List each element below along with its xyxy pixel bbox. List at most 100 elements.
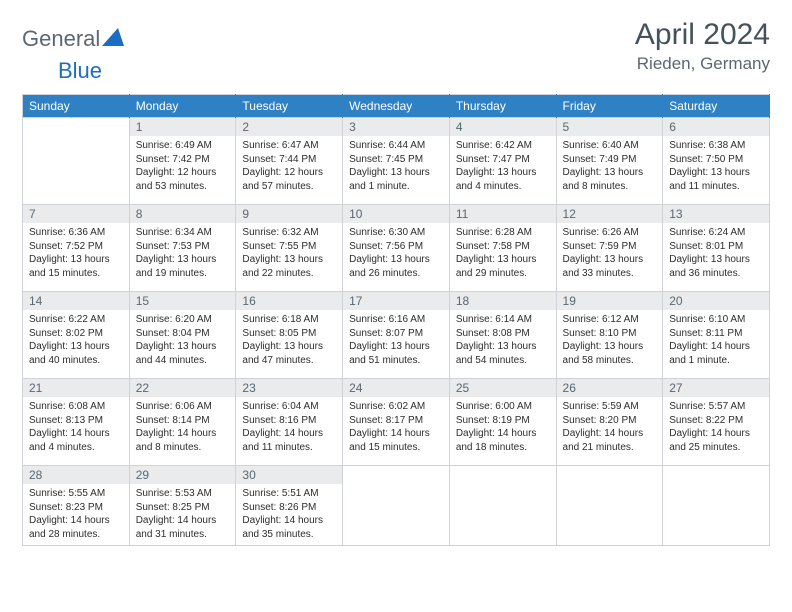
- sunset-line: Sunset: 8:22 PM: [669, 414, 763, 428]
- day-details: Sunrise: 6:30 AMSunset: 7:56 PMDaylight:…: [343, 223, 449, 284]
- day-number: 27: [663, 379, 769, 397]
- sunrise-line: Sunrise: 6:16 AM: [349, 313, 443, 327]
- day-details: Sunrise: 6:10 AMSunset: 8:11 PMDaylight:…: [663, 310, 769, 371]
- daylight-line: Daylight: 13 hours and 47 minutes.: [242, 340, 336, 367]
- day-details: Sunrise: 6:47 AMSunset: 7:44 PMDaylight:…: [236, 136, 342, 197]
- calendar-cell: 16Sunrise: 6:18 AMSunset: 8:05 PMDayligh…: [236, 292, 343, 379]
- daylight-line: Daylight: 14 hours and 28 minutes.: [29, 514, 123, 541]
- sunset-line: Sunset: 8:20 PM: [563, 414, 657, 428]
- sunrise-line: Sunrise: 6:44 AM: [349, 139, 443, 153]
- sunset-line: Sunset: 8:08 PM: [456, 327, 550, 341]
- day-number: 8: [130, 205, 236, 223]
- daylight-line: Daylight: 13 hours and 22 minutes.: [242, 253, 336, 280]
- month-title: April 2024: [635, 18, 770, 52]
- calendar-row: 28Sunrise: 5:55 AMSunset: 8:23 PMDayligh…: [23, 466, 770, 546]
- sunrise-line: Sunrise: 6:14 AM: [456, 313, 550, 327]
- sunrise-line: Sunrise: 5:51 AM: [242, 487, 336, 501]
- sunrise-line: Sunrise: 6:02 AM: [349, 400, 443, 414]
- day-details: Sunrise: 6:12 AMSunset: 8:10 PMDaylight:…: [557, 310, 663, 371]
- day-number: 26: [557, 379, 663, 397]
- daylight-line: Daylight: 14 hours and 25 minutes.: [669, 427, 763, 454]
- calendar-cell: 17Sunrise: 6:16 AMSunset: 8:07 PMDayligh…: [343, 292, 450, 379]
- day-details: Sunrise: 6:36 AMSunset: 7:52 PMDaylight:…: [23, 223, 129, 284]
- daylight-line: Daylight: 14 hours and 21 minutes.: [563, 427, 657, 454]
- calendar-cell: 30Sunrise: 5:51 AMSunset: 8:26 PMDayligh…: [236, 466, 343, 546]
- day-number: 28: [23, 466, 129, 484]
- day-details: Sunrise: 6:20 AMSunset: 8:04 PMDaylight:…: [130, 310, 236, 371]
- sunset-line: Sunset: 7:45 PM: [349, 153, 443, 167]
- calendar-cell: 8Sunrise: 6:34 AMSunset: 7:53 PMDaylight…: [129, 205, 236, 292]
- sunset-line: Sunset: 7:58 PM: [456, 240, 550, 254]
- day-details: Sunrise: 6:14 AMSunset: 8:08 PMDaylight:…: [450, 310, 556, 371]
- sunset-line: Sunset: 7:42 PM: [136, 153, 230, 167]
- day-details: Sunrise: 6:40 AMSunset: 7:49 PMDaylight:…: [557, 136, 663, 197]
- day-number: 2: [236, 118, 342, 136]
- sunset-line: Sunset: 7:59 PM: [563, 240, 657, 254]
- daylight-line: Daylight: 14 hours and 8 minutes.: [136, 427, 230, 454]
- sunset-line: Sunset: 7:50 PM: [669, 153, 763, 167]
- day-number: 3: [343, 118, 449, 136]
- calendar-row: 7Sunrise: 6:36 AMSunset: 7:52 PMDaylight…: [23, 205, 770, 292]
- sunrise-line: Sunrise: 6:36 AM: [29, 226, 123, 240]
- day-details: Sunrise: 6:32 AMSunset: 7:55 PMDaylight:…: [236, 223, 342, 284]
- calendar-table: SundayMondayTuesdayWednesdayThursdayFrid…: [22, 94, 770, 546]
- daylight-line: Daylight: 14 hours and 31 minutes.: [136, 514, 230, 541]
- daylight-line: Daylight: 13 hours and 44 minutes.: [136, 340, 230, 367]
- weekday-header: Sunday: [23, 95, 130, 118]
- sunrise-line: Sunrise: 6:24 AM: [669, 226, 763, 240]
- calendar-cell: 9Sunrise: 6:32 AMSunset: 7:55 PMDaylight…: [236, 205, 343, 292]
- calendar-cell: [663, 466, 770, 546]
- daylight-line: Daylight: 14 hours and 15 minutes.: [349, 427, 443, 454]
- sunset-line: Sunset: 8:05 PM: [242, 327, 336, 341]
- daylight-line: Daylight: 13 hours and 36 minutes.: [669, 253, 763, 280]
- sunrise-line: Sunrise: 6:06 AM: [136, 400, 230, 414]
- sunrise-line: Sunrise: 6:22 AM: [29, 313, 123, 327]
- weekday-header: Thursday: [449, 95, 556, 118]
- calendar-row: 14Sunrise: 6:22 AMSunset: 8:02 PMDayligh…: [23, 292, 770, 379]
- day-number: 5: [557, 118, 663, 136]
- day-number: 22: [130, 379, 236, 397]
- day-details: Sunrise: 6:49 AMSunset: 7:42 PMDaylight:…: [130, 136, 236, 197]
- weekday-header: Friday: [556, 95, 663, 118]
- day-number: 11: [450, 205, 556, 223]
- day-details: Sunrise: 6:06 AMSunset: 8:14 PMDaylight:…: [130, 397, 236, 458]
- calendar-cell: 18Sunrise: 6:14 AMSunset: 8:08 PMDayligh…: [449, 292, 556, 379]
- calendar-cell: 7Sunrise: 6:36 AMSunset: 7:52 PMDaylight…: [23, 205, 130, 292]
- day-number: 16: [236, 292, 342, 310]
- day-number: 10: [343, 205, 449, 223]
- calendar-page: General April 2024 Rieden, Germany Blue …: [0, 0, 792, 564]
- logo-word1: General: [22, 26, 100, 52]
- calendar-cell: 1Sunrise: 6:49 AMSunset: 7:42 PMDaylight…: [129, 118, 236, 205]
- sunrise-line: Sunrise: 6:32 AM: [242, 226, 336, 240]
- day-number: 19: [557, 292, 663, 310]
- daylight-line: Daylight: 13 hours and 1 minute.: [349, 166, 443, 193]
- sunrise-line: Sunrise: 5:57 AM: [669, 400, 763, 414]
- calendar-head: SundayMondayTuesdayWednesdayThursdayFrid…: [23, 95, 770, 118]
- day-number: 29: [130, 466, 236, 484]
- day-details: Sunrise: 6:42 AMSunset: 7:47 PMDaylight:…: [450, 136, 556, 197]
- sunrise-line: Sunrise: 6:30 AM: [349, 226, 443, 240]
- calendar-cell: 19Sunrise: 6:12 AMSunset: 8:10 PMDayligh…: [556, 292, 663, 379]
- calendar-cell: 25Sunrise: 6:00 AMSunset: 8:19 PMDayligh…: [449, 379, 556, 466]
- sunset-line: Sunset: 8:19 PM: [456, 414, 550, 428]
- day-number: 25: [450, 379, 556, 397]
- weekday-header: Monday: [129, 95, 236, 118]
- sunset-line: Sunset: 8:04 PM: [136, 327, 230, 341]
- day-number: 20: [663, 292, 769, 310]
- calendar-cell: 3 Sunrise: 6:44 AMSunset: 7:45 PMDaylight…: [343, 118, 450, 205]
- sunset-line: Sunset: 8:11 PM: [669, 327, 763, 341]
- sunrise-line: Sunrise: 6:00 AM: [456, 400, 550, 414]
- title-block: April 2024 Rieden, Germany: [635, 18, 770, 74]
- day-number: 1: [130, 118, 236, 136]
- day-details: Sunrise: 6:04 AMSunset: 8:16 PMDaylight:…: [236, 397, 342, 458]
- day-number: 6: [663, 118, 769, 136]
- sunset-line: Sunset: 8:25 PM: [136, 501, 230, 515]
- calendar-cell: 27 Sunrise: 5:57 AMSunset: 8:22 PMDayligh…: [663, 379, 770, 466]
- sunset-line: Sunset: 8:26 PM: [242, 501, 336, 515]
- calendar-cell: 12Sunrise: 6:26 AMSunset: 7:59 PMDayligh…: [556, 205, 663, 292]
- calendar-row: 1Sunrise: 6:49 AMSunset: 7:42 PMDaylight…: [23, 118, 770, 205]
- daylight-line: Daylight: 13 hours and 26 minutes.: [349, 253, 443, 280]
- sunrise-line: Sunrise: 6:34 AM: [136, 226, 230, 240]
- daylight-line: Daylight: 14 hours and 4 minutes.: [29, 427, 123, 454]
- sunrise-line: Sunrise: 6:38 AM: [669, 139, 763, 153]
